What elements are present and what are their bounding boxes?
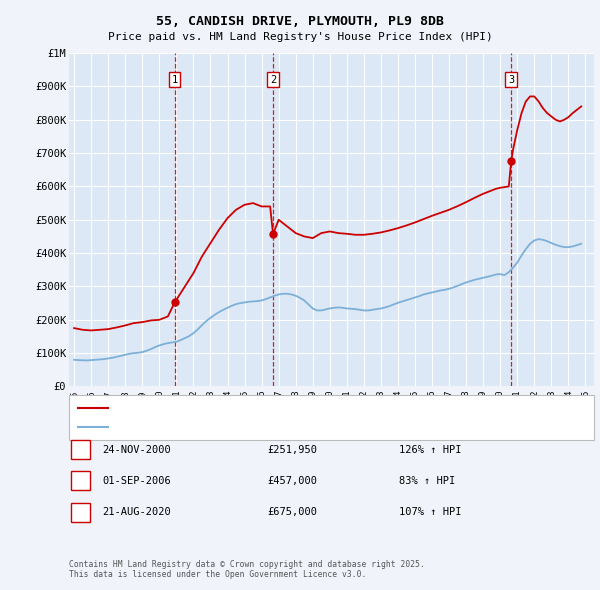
Text: Price paid vs. HM Land Registry's House Price Index (HPI): Price paid vs. HM Land Registry's House … xyxy=(107,32,493,42)
Text: 83% ↑ HPI: 83% ↑ HPI xyxy=(399,476,455,486)
Text: 1: 1 xyxy=(77,445,83,454)
Text: 3: 3 xyxy=(77,507,83,517)
Text: 01-SEP-2006: 01-SEP-2006 xyxy=(102,476,171,486)
Text: Contains HM Land Registry data © Crown copyright and database right 2025.
This d: Contains HM Land Registry data © Crown c… xyxy=(69,560,425,579)
Text: £675,000: £675,000 xyxy=(267,507,317,517)
Text: 21-AUG-2020: 21-AUG-2020 xyxy=(102,507,171,517)
Text: 2: 2 xyxy=(270,75,276,85)
Text: £251,950: £251,950 xyxy=(267,445,317,454)
Text: 2: 2 xyxy=(77,476,83,486)
Text: 55, CANDISH DRIVE, PLYMOUTH, PL9 8DB (detached house): 55, CANDISH DRIVE, PLYMOUTH, PL9 8DB (de… xyxy=(114,403,419,412)
Text: 126% ↑ HPI: 126% ↑ HPI xyxy=(399,445,461,454)
Text: 1: 1 xyxy=(172,75,178,85)
Text: 107% ↑ HPI: 107% ↑ HPI xyxy=(399,507,461,517)
Text: £457,000: £457,000 xyxy=(267,476,317,486)
Text: 24-NOV-2000: 24-NOV-2000 xyxy=(102,445,171,454)
Text: HPI: Average price, detached house, City of Plymouth: HPI: Average price, detached house, City… xyxy=(114,422,413,432)
Text: 3: 3 xyxy=(508,75,514,85)
Text: 55, CANDISH DRIVE, PLYMOUTH, PL9 8DB: 55, CANDISH DRIVE, PLYMOUTH, PL9 8DB xyxy=(156,15,444,28)
